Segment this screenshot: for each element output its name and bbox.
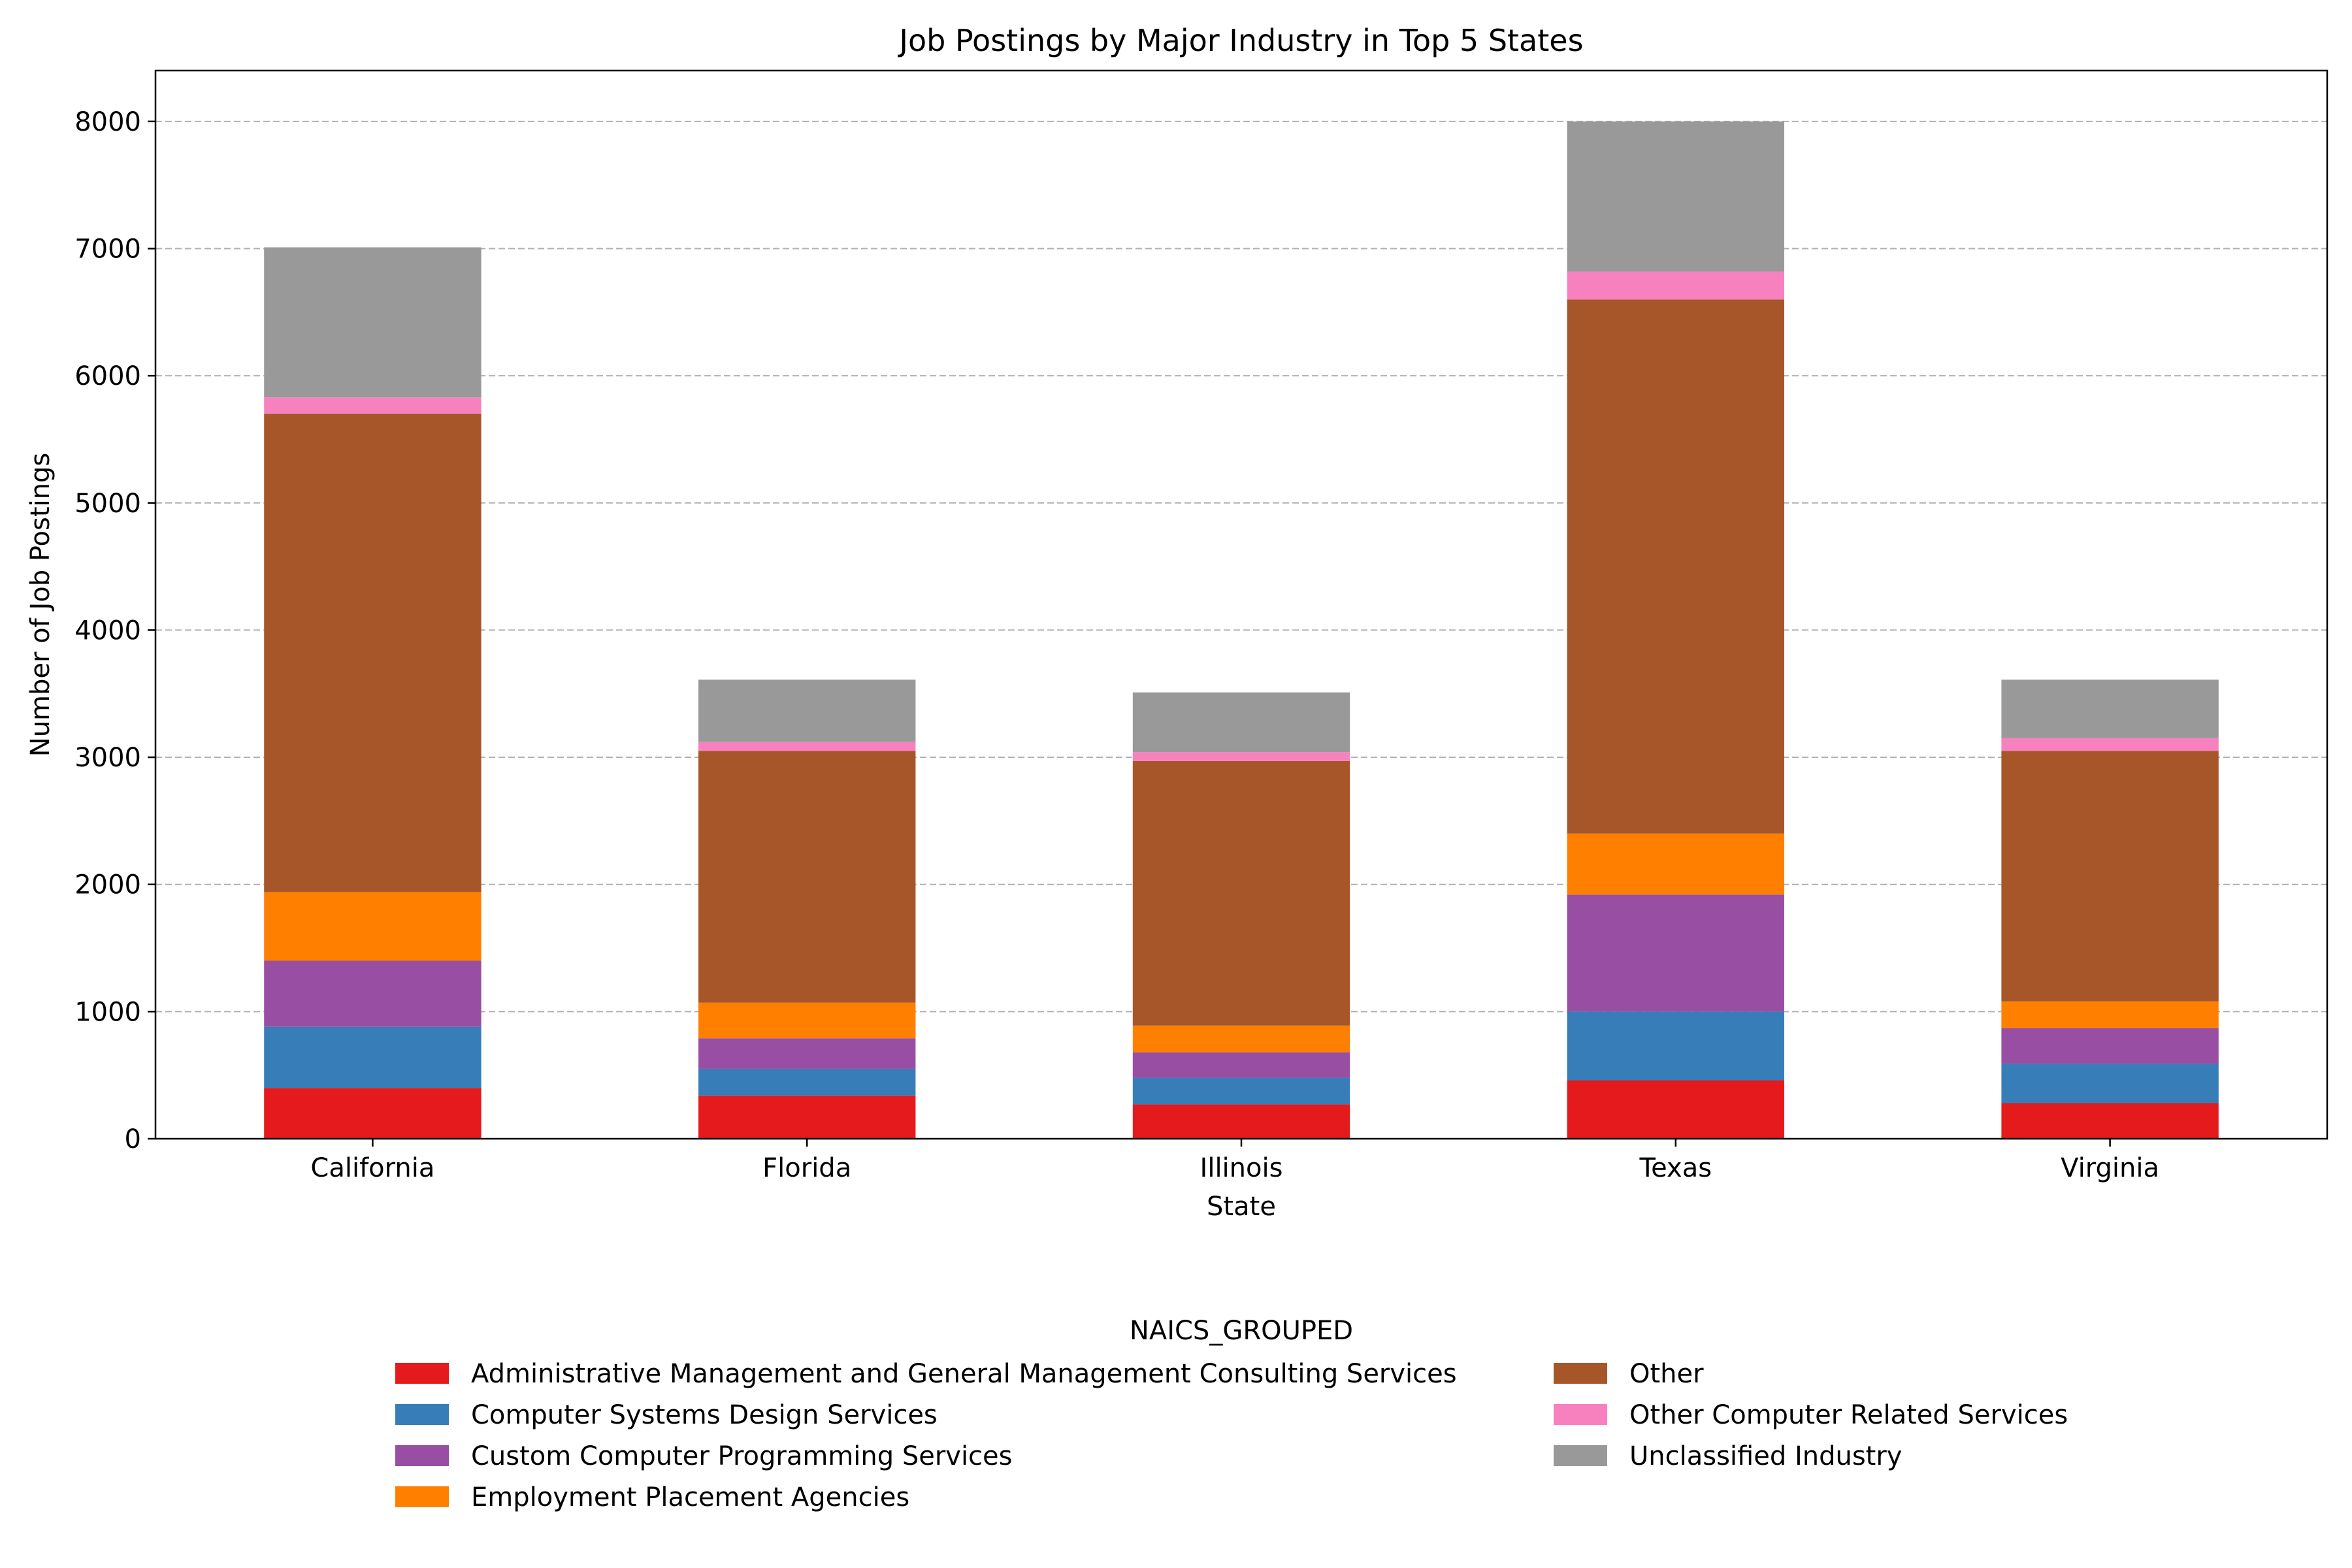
- bar-segment: [698, 1095, 916, 1139]
- legend-swatch: [1554, 1404, 1607, 1425]
- legend-item: Other: [1554, 1359, 1704, 1389]
- bar-segment: [2001, 1103, 2219, 1139]
- bar-segment: [1132, 752, 1350, 761]
- x-axis-label: State: [1207, 1192, 1276, 1222]
- bar-segment: [264, 1088, 482, 1139]
- bar-segment: [698, 1002, 916, 1039]
- bar-segment: [1132, 692, 1350, 753]
- legend-title: NAICS_GROUPED: [1130, 1316, 1353, 1346]
- legend-label: Other Computer Related Services: [1629, 1400, 2068, 1430]
- bar-stack-texas: [1567, 121, 1784, 1139]
- bar-segment: [698, 751, 916, 1003]
- legend-item: Employment Placement Agencies: [395, 1482, 909, 1512]
- bar-segment: [264, 397, 482, 414]
- y-tick-label: 6000: [74, 361, 141, 391]
- bar-segment: [698, 742, 916, 751]
- legend-item: Computer Systems Design Services: [395, 1400, 938, 1430]
- legend-item: Other Computer Related Services: [1554, 1400, 2068, 1430]
- y-tick-label: 3000: [74, 743, 141, 773]
- y-tick-label: 0: [125, 1124, 141, 1154]
- bar-segment: [1567, 894, 1784, 1012]
- legend-swatch: [1554, 1445, 1607, 1466]
- y-axis-ticks: 0 1000 2000 3000 4000 5000 6000 7000 8000: [74, 107, 155, 1154]
- bar-segment: [264, 414, 482, 892]
- legend-label: Administrative Management and General Ma…: [471, 1359, 1457, 1389]
- bar-segment: [698, 679, 916, 742]
- bar-segment: [2001, 751, 2219, 1002]
- x-tick-label: California: [310, 1153, 434, 1183]
- bar-segment: [2001, 1001, 2219, 1028]
- bar-segment: [264, 892, 482, 961]
- legend-label: Other: [1629, 1359, 1704, 1389]
- bar-segment: [1132, 1052, 1350, 1078]
- y-axis-label: Number of Job Postings: [25, 453, 56, 757]
- legend-label: Custom Computer Programming Services: [471, 1441, 1013, 1471]
- bar-segment: [1132, 1077, 1350, 1105]
- bar-segment: [2001, 1028, 2219, 1064]
- gridlines: [155, 120, 2327, 1013]
- bar-segment: [2001, 1064, 2219, 1103]
- chart-title: Job Postings by Major Industry in Top 5 …: [897, 23, 1583, 58]
- y-tick-label: 1000: [74, 997, 141, 1027]
- y-tick-label: 2000: [74, 870, 141, 900]
- bar-segment: [264, 1026, 482, 1088]
- bar-segment: [1567, 1011, 1784, 1081]
- x-tick-label: Florida: [762, 1153, 851, 1183]
- legend-item: Unclassified Industry: [1554, 1441, 1902, 1471]
- legend-label: Computer Systems Design Services: [471, 1400, 938, 1430]
- bar-segment: [264, 247, 482, 398]
- bar-segment: [1567, 833, 1784, 895]
- bar-segment: [264, 960, 482, 1027]
- x-tick-label: Texas: [1639, 1153, 1712, 1183]
- bar-segment: [1567, 299, 1784, 834]
- y-tick-label: 4000: [74, 615, 141, 645]
- x-axis-ticks: California Florida Illinois Texas Virginia: [310, 1139, 2159, 1183]
- bar-stack-florida: [698, 679, 916, 1139]
- x-tick-label: Illinois: [1200, 1153, 1283, 1183]
- x-tick-label: Virginia: [2061, 1153, 2159, 1183]
- bar-stack-california: [264, 247, 482, 1139]
- bar-segment: [2001, 679, 2219, 738]
- bar-segment: [2001, 738, 2219, 751]
- y-tick-label: 7000: [74, 235, 141, 265]
- bar-stack-illinois: [1132, 692, 1350, 1139]
- y-tick-label: 5000: [74, 489, 141, 519]
- bar-segment: [1132, 760, 1350, 1026]
- legend-label: Unclassified Industry: [1629, 1441, 1902, 1471]
- legend-item: Custom Computer Programming Services: [395, 1441, 1013, 1471]
- bars: [264, 121, 2219, 1139]
- bar-segment: [1567, 121, 1784, 272]
- bar-segment: [1567, 1080, 1784, 1139]
- legend-label: Employment Placement Agencies: [471, 1482, 909, 1512]
- bar-segment: [698, 1068, 916, 1096]
- bar-segment: [1567, 271, 1784, 300]
- legend-swatch: [395, 1404, 449, 1425]
- legend-item: Administrative Management and General Ma…: [395, 1359, 1457, 1389]
- bar-stack-virginia: [2001, 679, 2219, 1139]
- legend-swatch: [395, 1363, 449, 1384]
- legend-swatch: [1554, 1363, 1607, 1384]
- bar-segment: [698, 1038, 916, 1069]
- bar-segment: [1132, 1025, 1350, 1053]
- y-tick-label: 8000: [74, 107, 141, 137]
- legend-swatch: [395, 1486, 449, 1507]
- legend-swatch: [395, 1445, 449, 1466]
- bar-segment: [1132, 1104, 1350, 1139]
- legend: NAICS_GROUPED Administrative Management …: [395, 1316, 2068, 1512]
